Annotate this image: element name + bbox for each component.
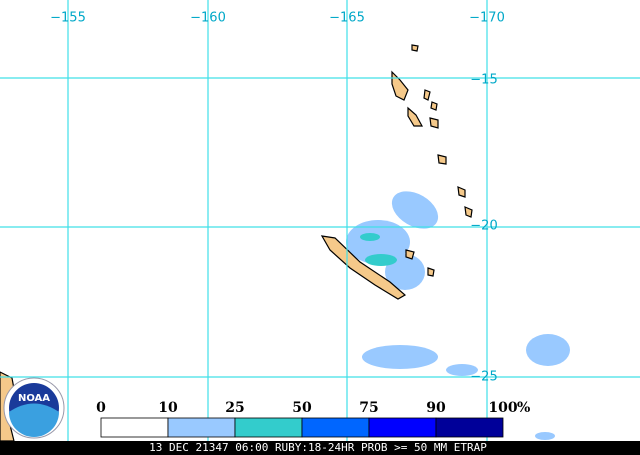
longitude-label: −165: [329, 11, 365, 26]
footer-bar: [0, 441, 640, 455]
legend-label: 10: [158, 400, 178, 416]
legend-label: 50: [292, 400, 312, 416]
noaa-logo: NOAA: [3, 377, 65, 439]
longitude-label: −170: [469, 11, 505, 26]
logo-text: NOAA: [18, 393, 50, 404]
footer-text: 13 DEC 21347 06:00 RUBY:18-24HR PROB >= …: [149, 441, 487, 454]
legend-unit: %: [517, 400, 530, 416]
legend-label: 0: [96, 400, 106, 416]
graticule: [0, 0, 640, 441]
legend-swatch: [100, 417, 169, 438]
latitude-label: −20: [470, 219, 497, 234]
latitude-label: −25: [470, 370, 497, 385]
legend-label: 75: [359, 400, 378, 416]
legend-label: 25: [225, 400, 244, 416]
legend-swatch: [368, 417, 437, 438]
legend-swatch: [167, 417, 236, 438]
probability-areas: [346, 191, 570, 440]
latitude-label: −15: [470, 73, 497, 88]
legend-swatch: [301, 417, 370, 438]
legend-label: 90: [426, 400, 446, 416]
legend-swatch: [435, 417, 504, 438]
legend-label: 100: [488, 400, 517, 416]
legend-swatch: [234, 417, 303, 438]
longitude-label: −160: [190, 11, 226, 26]
longitude-label: −155: [50, 11, 86, 26]
